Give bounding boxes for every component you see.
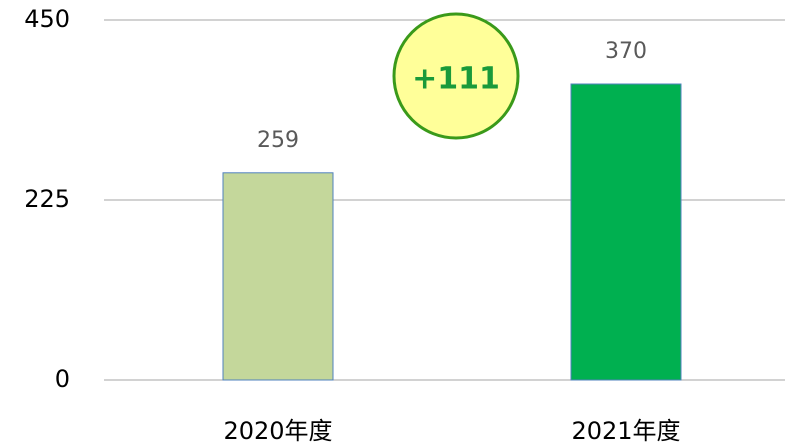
x-tick-label: 2020年度 bbox=[223, 417, 332, 445]
annotation-circle bbox=[392, 12, 520, 140]
y-tick-label: 0 bbox=[55, 365, 70, 393]
bar bbox=[570, 83, 682, 381]
bar bbox=[222, 172, 334, 381]
annotation-text: +111 bbox=[412, 62, 500, 97]
bars bbox=[222, 83, 682, 381]
y-tick-label: 225 bbox=[24, 185, 70, 213]
data-label: 370 bbox=[605, 39, 647, 64]
data-label: 259 bbox=[257, 128, 299, 153]
annotation: +111 bbox=[392, 12, 520, 140]
y-tick-label: 450 bbox=[24, 5, 70, 33]
x-tick-label: 2021年度 bbox=[571, 417, 680, 445]
